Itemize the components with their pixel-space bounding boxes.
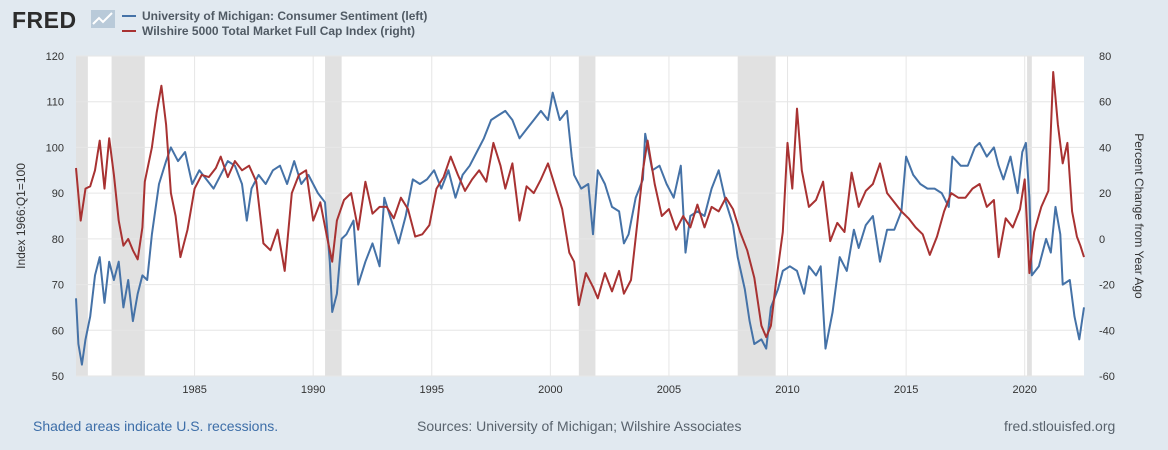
x-tick-label: 2000	[538, 384, 562, 396]
recession-band	[325, 56, 342, 376]
left-tick-label: 100	[46, 142, 64, 154]
site-link[interactable]: fred.stlouisfed.org	[1004, 418, 1116, 434]
chart-legend: University of Michigan: Consumer Sentime…	[122, 9, 427, 39]
chart-area: 50 60 70 80 90 100 110 120 -60 -40 -20 0 20 40 60 80 198…	[14, 51, 1146, 396]
x-tick-label: 2020	[1012, 384, 1036, 396]
fred-logo[interactable]: FRED	[12, 7, 77, 33]
left-tick-label: 70	[52, 280, 64, 292]
right-tick-label: 80	[1099, 51, 1111, 63]
x-tick-label: 1990	[301, 384, 325, 396]
left-tick-label: 50	[52, 371, 64, 383]
recession-band	[111, 56, 145, 376]
left-tick-label: 60	[52, 325, 64, 337]
legend-swatch-wilshire	[122, 29, 136, 32]
right-tick-label: 60	[1099, 97, 1111, 109]
line-chart-icon	[91, 10, 115, 28]
sources-text: Sources: University of Michigan; Wilshir…	[417, 418, 742, 434]
right-tick-label: 40	[1099, 142, 1111, 154]
left-axis-label: Index 1966:Q1=100	[14, 163, 28, 269]
left-tick-label: 110	[46, 97, 64, 109]
chart-header: FRED University of Michigan: Consumer Se…	[0, 0, 1168, 46]
right-tick-label: -20	[1099, 280, 1115, 292]
x-tick-label: 2010	[775, 384, 799, 396]
recession-band	[578, 56, 596, 376]
x-tick-label: 1985	[182, 384, 206, 396]
right-tick-label: 20	[1099, 188, 1111, 200]
recession-note-link[interactable]: Shaded areas indicate U.S. recessions.	[33, 418, 279, 434]
right-tick-label: -60	[1099, 371, 1115, 383]
x-tick-label: 2015	[894, 384, 918, 396]
legend-swatch-sentiment	[122, 14, 136, 17]
left-tick-label: 120	[46, 51, 64, 63]
x-tick-label: 2005	[657, 384, 681, 396]
legend-entry-sentiment: University of Michigan: Consumer Sentime…	[122, 9, 427, 24]
left-tick-label: 80	[52, 234, 64, 246]
legend-label-wilshire: Wilshire 5000 Total Market Full Cap Inde…	[142, 24, 416, 38]
series-line-wilshire	[75, 71, 1085, 339]
legend-entry-wilshire: Wilshire 5000 Total Market Full Cap Inde…	[122, 24, 427, 39]
right-tick-label: 0	[1099, 234, 1105, 246]
right-axis-label: Percent Change from Year Ago	[1132, 133, 1146, 299]
left-tick-label: 90	[52, 188, 64, 200]
x-tick-label: 1995	[420, 384, 444, 396]
right-tick-label: -40	[1099, 325, 1115, 337]
legend-label-sentiment: University of Michigan: Consumer Sentime…	[142, 9, 428, 23]
